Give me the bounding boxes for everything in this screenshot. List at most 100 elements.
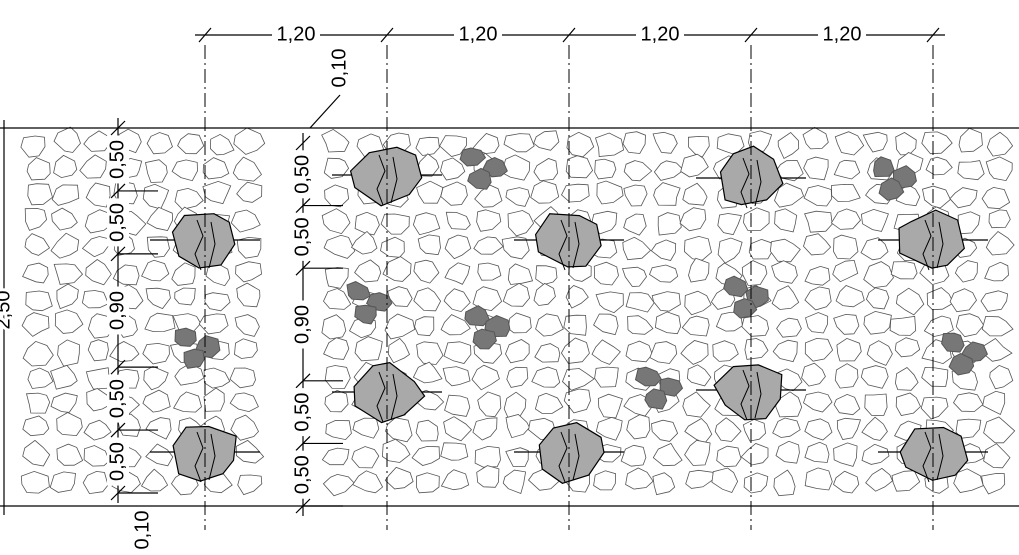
- cobble: [803, 233, 832, 256]
- label-bg: [292, 300, 314, 349]
- cobble: [20, 470, 50, 494]
- cobble: [503, 133, 535, 153]
- cobble: [414, 316, 435, 337]
- cobble: [804, 265, 831, 286]
- cobble: [53, 263, 84, 285]
- cobble: [804, 337, 834, 362]
- cobble: [771, 285, 800, 310]
- cobble: [442, 366, 471, 387]
- dim-tick: [198, 27, 212, 43]
- cobble: [955, 418, 982, 439]
- cobble: [22, 415, 50, 437]
- dim-label: 1,20: [277, 23, 316, 45]
- cobble: [474, 445, 501, 468]
- cobble: [174, 363, 205, 386]
- cobble: [805, 312, 829, 334]
- cobble: [895, 287, 925, 316]
- cobble: [984, 261, 1009, 282]
- rock-crack: [194, 219, 204, 271]
- top-offset-label: 0,10: [328, 49, 350, 88]
- cobble: [834, 131, 865, 156]
- cobble: [957, 160, 985, 181]
- cobble: [649, 341, 678, 364]
- cobble: [685, 469, 714, 489]
- cobble: [988, 209, 1011, 229]
- rock-crack: [390, 156, 398, 204]
- cobble: [743, 207, 770, 231]
- cobble: [142, 389, 171, 413]
- cobble: [836, 337, 862, 362]
- cobble: [171, 159, 198, 182]
- cobble: [25, 290, 53, 312]
- cobble: [743, 472, 769, 494]
- rock-crack: [754, 159, 762, 207]
- cobble: [229, 367, 256, 389]
- cobble: [591, 339, 621, 365]
- cobble: [804, 441, 830, 463]
- label-bg: [454, 24, 502, 46]
- cobble: [949, 288, 977, 313]
- cobble: [773, 469, 796, 497]
- cobble: [861, 416, 888, 441]
- cobble: [533, 282, 556, 306]
- cobble: [443, 341, 472, 364]
- dim-label: 0,50: [106, 379, 128, 418]
- cobble: [531, 366, 561, 388]
- cobble: [144, 312, 176, 333]
- cobble: [562, 368, 595, 391]
- cobble: [863, 310, 892, 335]
- cobble: [507, 210, 535, 237]
- cobble: [145, 287, 171, 310]
- cobble: [440, 314, 471, 336]
- cobble: [476, 209, 502, 232]
- small-stone: [464, 305, 490, 327]
- cobble: [50, 392, 78, 413]
- cobble: [595, 416, 623, 441]
- cobble: [324, 365, 351, 389]
- cobble: [413, 259, 440, 284]
- cobble: [657, 212, 682, 236]
- cobble: [595, 132, 625, 157]
- cobble: [622, 236, 652, 261]
- cobble: [380, 236, 405, 258]
- cobble: [384, 466, 414, 490]
- rock: [349, 146, 423, 207]
- dim-tick: [562, 27, 576, 43]
- cobble: [621, 266, 647, 287]
- cobble: [627, 315, 654, 335]
- small-stone: [467, 167, 492, 190]
- cobble: [860, 237, 889, 261]
- cobble: [953, 468, 984, 493]
- cobble: [416, 472, 440, 494]
- cobble: [596, 180, 624, 205]
- cobble: [323, 288, 352, 310]
- cobble: [831, 183, 861, 202]
- cobble: [832, 259, 859, 283]
- cobble: [230, 414, 259, 441]
- cobble: [922, 185, 951, 209]
- cobble: [143, 365, 169, 391]
- cobble: [140, 468, 169, 492]
- cobble: [50, 364, 78, 390]
- cobble: [921, 366, 949, 387]
- cobble: [985, 156, 1013, 182]
- cobble: [233, 127, 266, 155]
- cobble: [382, 256, 412, 282]
- cobble: [894, 337, 921, 358]
- cobble: [623, 184, 648, 207]
- cobble: [85, 259, 112, 286]
- cobble: [22, 340, 54, 367]
- rock-crack: [936, 221, 944, 269]
- cobble: [989, 364, 1014, 390]
- cobble: [444, 262, 471, 285]
- cobble: [86, 388, 112, 412]
- cobble: [534, 343, 561, 363]
- cobble: [652, 442, 683, 467]
- cobble: [502, 282, 531, 307]
- cobble: [801, 362, 826, 387]
- cobble: [473, 236, 504, 255]
- cobble: [381, 438, 411, 463]
- rock: [353, 361, 426, 424]
- cobble: [203, 387, 225, 412]
- small-stone: [346, 281, 371, 301]
